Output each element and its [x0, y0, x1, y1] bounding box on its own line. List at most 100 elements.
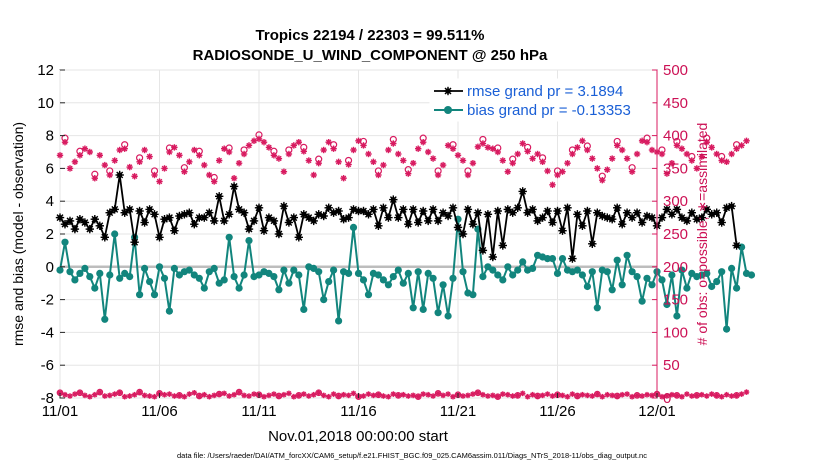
bias-point — [61, 238, 69, 246]
bias-point — [509, 271, 517, 279]
obs-low-possible-marker — [514, 392, 522, 399]
marker-stroke — [389, 196, 397, 203]
marker-stroke — [390, 391, 396, 397]
marker-stroke — [594, 165, 601, 172]
marker-stroke — [126, 164, 133, 170]
marker-stroke — [266, 392, 272, 398]
obs-low-assimilated-marker — [186, 391, 193, 397]
bias-point — [315, 268, 323, 276]
rmse-point-star — [404, 220, 413, 229]
rmse-point-star — [324, 203, 333, 212]
obs-possible-marker — [344, 156, 353, 165]
marker-stroke — [399, 205, 407, 213]
obs-low-assimilated-marker — [206, 393, 213, 400]
rmse-point-star — [254, 203, 264, 212]
obs-low-assimilated-marker — [310, 391, 317, 398]
marker-stroke — [400, 157, 406, 164]
marker-stroke — [112, 391, 118, 397]
marker-stroke — [235, 205, 243, 213]
marker-stroke — [270, 217, 278, 225]
marker-stroke — [305, 214, 313, 222]
marker-stroke — [210, 217, 218, 225]
obs-low-assimilated-marker — [574, 393, 581, 399]
marker-stroke — [320, 147, 327, 153]
marker-stroke — [678, 214, 686, 222]
obs-possible-marker — [494, 144, 502, 152]
marker-stroke — [608, 215, 616, 223]
marker-stroke — [132, 392, 138, 398]
rmse-point-star — [548, 218, 557, 227]
legend-rmse-swatch-marker — [443, 86, 453, 96]
marker-stroke — [147, 393, 152, 399]
legend-box — [429, 78, 653, 122]
rmse-point-star — [279, 201, 289, 211]
bias-point — [553, 269, 562, 277]
marker-stroke — [215, 192, 223, 200]
marker-stroke — [200, 214, 208, 222]
marker-stroke — [714, 392, 720, 398]
right-tick-label: 50 — [663, 357, 680, 374]
obs-low-assimilated-marker — [176, 392, 183, 399]
obs-possible-marker — [434, 167, 442, 175]
rmse-point-star — [483, 210, 493, 219]
marker-stroke — [146, 205, 153, 213]
marker-stroke — [106, 209, 114, 217]
marker-stroke — [738, 142, 745, 149]
obs-low-assimilated-marker — [699, 391, 705, 398]
rmse-point-star — [299, 210, 308, 219]
marker-stroke — [574, 393, 580, 399]
bias-point — [404, 269, 412, 277]
marker-stroke — [663, 205, 671, 213]
rmse-point-star — [80, 218, 90, 227]
marker-stroke — [280, 202, 288, 210]
bias-point — [394, 266, 402, 274]
marker-stroke — [549, 182, 556, 188]
obs-low-assimilated-marker — [564, 393, 571, 400]
rmse-point-star — [200, 213, 209, 222]
obs-low-assimilated-marker — [679, 393, 685, 400]
obs-low-assimilated-marker — [146, 393, 153, 399]
marker-stroke — [379, 204, 387, 212]
bias-point — [593, 304, 601, 312]
marker-stroke — [306, 393, 312, 399]
obs-low-assimilated-marker — [704, 393, 710, 399]
marker-stroke — [699, 392, 705, 398]
obs-low-assimilated-marker — [713, 392, 720, 399]
marker-stroke — [384, 214, 392, 222]
obs-assimilated-marker — [310, 171, 317, 179]
rmse-point-star — [90, 215, 99, 224]
marker-stroke — [624, 391, 630, 397]
bias-point — [240, 271, 248, 279]
obs-low-assimilated-marker — [345, 392, 352, 399]
rmse-point-star — [593, 208, 602, 217]
obs-assimilated-marker — [250, 137, 258, 144]
obs-assimilated-marker — [126, 163, 133, 171]
bias-point — [683, 284, 691, 292]
marker-stroke — [315, 210, 323, 218]
marker-stroke — [724, 392, 730, 398]
marker-stroke — [102, 162, 108, 168]
marker-stroke — [619, 147, 625, 153]
marker-stroke — [77, 390, 83, 396]
obs-assimilated-marker — [459, 157, 467, 164]
marker-stroke — [311, 392, 317, 398]
marker-stroke — [529, 155, 536, 162]
obs-low-possible-marker — [434, 390, 442, 397]
legend-bias-label: bias grand pr = -0.13353 — [467, 102, 631, 119]
obs-assimilated-marker — [544, 167, 551, 175]
marker-stroke — [91, 215, 99, 223]
marker-stroke — [97, 152, 103, 159]
legend-rmse-star — [443, 86, 453, 96]
marker-stroke — [111, 205, 119, 213]
marker-stroke — [713, 151, 720, 157]
marker-stroke — [261, 394, 267, 400]
marker-stroke — [231, 175, 237, 181]
bias-point — [325, 278, 333, 286]
obs-low-assimilated-marker — [589, 393, 596, 399]
bias-point — [678, 266, 686, 274]
obs-low-assimilated-marker — [500, 391, 506, 397]
marker-stroke — [564, 160, 571, 166]
obs-possible-marker — [136, 154, 144, 162]
obs-low-assimilated-marker — [196, 393, 203, 399]
rmse-point-star — [702, 205, 711, 214]
